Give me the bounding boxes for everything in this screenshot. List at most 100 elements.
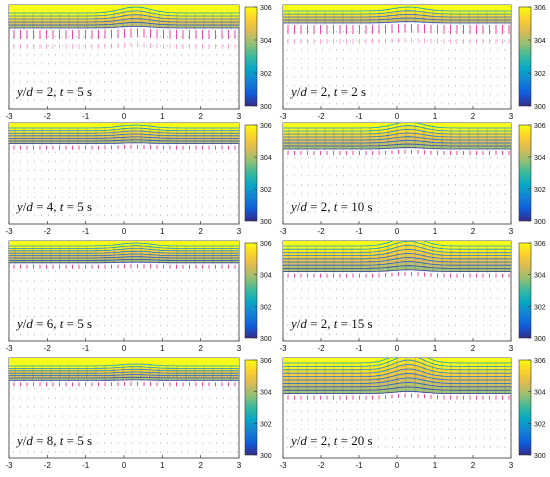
colorbar xyxy=(518,242,532,339)
velocity-vector xyxy=(195,442,196,444)
velocity-vector xyxy=(237,388,238,390)
velocity-vector xyxy=(406,211,407,213)
velocity-vector xyxy=(427,67,428,69)
velocity-vector xyxy=(308,202,309,204)
velocity-vector xyxy=(27,306,28,309)
velocity-vector xyxy=(406,157,407,159)
velocity-vector xyxy=(209,90,210,92)
velocity-vector xyxy=(20,81,21,83)
velocity-vector xyxy=(69,151,70,153)
velocity-vector xyxy=(223,451,224,453)
velocity-vector xyxy=(13,451,14,453)
velocity-vector xyxy=(118,388,119,390)
velocity-vector xyxy=(55,442,56,444)
velocity-vector xyxy=(188,324,189,327)
velocity-vector xyxy=(111,151,112,153)
velocity-vector xyxy=(364,67,365,69)
velocity-vector xyxy=(301,437,302,439)
velocity-vector xyxy=(490,279,491,281)
velocity-vector xyxy=(504,446,505,448)
velocity-vector xyxy=(153,187,154,189)
velocity-vector xyxy=(448,279,449,281)
velocity-vector xyxy=(125,178,126,180)
velocity-vector xyxy=(427,288,428,290)
velocity-vector xyxy=(294,67,295,69)
velocity-vector xyxy=(371,67,372,69)
velocity-vector xyxy=(104,178,105,180)
velocity-vector xyxy=(455,67,456,69)
colorbar-tick-label: 306 xyxy=(260,5,272,12)
velocity-vector xyxy=(20,169,21,171)
velocity-vector xyxy=(237,315,238,318)
velocity-vector xyxy=(462,157,463,159)
velocity-vector xyxy=(350,288,351,290)
velocity-vector xyxy=(188,160,189,162)
velocity-vector xyxy=(174,415,175,417)
colorbar-tick-label: 306 xyxy=(534,241,546,248)
velocity-vector xyxy=(237,63,238,65)
velocity-vector xyxy=(230,279,231,282)
velocity-vector xyxy=(146,297,147,300)
velocity-vector xyxy=(392,31,393,33)
velocity-vector xyxy=(441,40,442,42)
velocity-vector xyxy=(132,315,133,318)
velocity-vector xyxy=(308,76,309,78)
velocity-vector xyxy=(195,288,196,291)
velocity-vector xyxy=(223,214,224,216)
velocity-vector xyxy=(118,63,119,65)
velocity-vector xyxy=(90,169,91,171)
velocity-vector xyxy=(469,306,470,308)
velocity-vector xyxy=(27,424,28,426)
velocity-vector xyxy=(139,205,140,207)
x-tick-label: -3 xyxy=(5,227,13,236)
velocity-vector xyxy=(378,437,379,439)
colorbar-tick-label: 300 xyxy=(534,219,546,226)
velocity-vector xyxy=(427,419,428,421)
x-tick-label: -1 xyxy=(355,461,363,470)
velocity-vector xyxy=(357,31,358,33)
velocity-vector xyxy=(237,72,238,74)
velocity-vector xyxy=(181,442,182,444)
velocity-vector xyxy=(132,288,133,291)
velocity-vector xyxy=(392,94,393,96)
velocity-vector xyxy=(497,58,498,60)
velocity-vector xyxy=(83,315,84,318)
velocity-vector xyxy=(167,45,168,47)
velocity-vector xyxy=(490,333,491,335)
velocity-vector xyxy=(216,160,217,162)
velocity-vector xyxy=(357,175,358,177)
x-tick-label: -1 xyxy=(82,227,90,236)
velocity-vector xyxy=(413,419,414,421)
velocity-vector xyxy=(195,187,196,189)
velocity-vector xyxy=(504,40,505,42)
velocity-vector xyxy=(216,90,217,92)
velocity-vector xyxy=(13,214,14,216)
velocity-vector xyxy=(104,388,105,390)
colorbar-tick-label: 300 xyxy=(260,104,272,111)
velocity-vector xyxy=(350,306,351,308)
velocity-vector xyxy=(329,166,330,168)
velocity-vector xyxy=(118,270,119,273)
velocity-vector xyxy=(385,202,386,204)
velocity-vector xyxy=(90,324,91,327)
velocity-vector xyxy=(497,94,498,96)
velocity-vector xyxy=(62,315,63,318)
x-tick-label: -1 xyxy=(355,344,363,353)
velocity-vector xyxy=(315,315,316,317)
velocity-vector xyxy=(237,99,238,101)
velocity-vector xyxy=(41,397,42,399)
velocity-vector xyxy=(160,90,161,92)
velocity-vector xyxy=(125,406,126,408)
velocity-vector xyxy=(153,315,154,318)
velocity-vector xyxy=(174,388,175,390)
velocity-vector xyxy=(315,76,316,78)
velocity-vector xyxy=(343,428,344,430)
velocity-vector xyxy=(469,184,470,186)
velocity-vector xyxy=(301,419,302,421)
velocity-vector xyxy=(448,67,449,69)
velocity-vector xyxy=(27,169,28,171)
velocity-vector xyxy=(230,196,231,198)
velocity-vector xyxy=(174,315,175,318)
velocity-vector xyxy=(392,76,393,78)
